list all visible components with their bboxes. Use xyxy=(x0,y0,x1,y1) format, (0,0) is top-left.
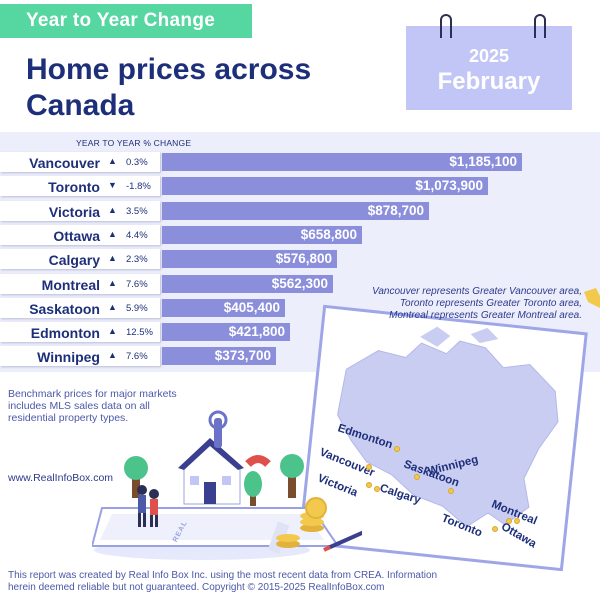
price-bar xyxy=(162,274,333,293)
bar-row: Ottawa ▲ 4.4% $658,800 xyxy=(0,224,600,245)
city-label: Edmonton xyxy=(30,325,100,342)
note-line: Montreal represents Greater Montreal are… xyxy=(389,310,582,321)
pct-change: 5.9% xyxy=(126,302,148,314)
price-bar xyxy=(162,298,285,317)
city-label: Ottawa xyxy=(53,227,100,244)
price-label: $405,400 xyxy=(223,299,280,315)
page-title: Home prices across Canada xyxy=(26,52,366,124)
bar-row: Calgary ▲ 2.3% $576,800 xyxy=(0,249,600,270)
pct-change: 7.6% xyxy=(126,351,148,363)
header-tag: Year to Year Change xyxy=(0,4,252,38)
price-label: $421,800 xyxy=(228,324,285,340)
triangle-up-icon: ▲ xyxy=(108,350,117,361)
city-label-box: Edmonton xyxy=(0,322,160,343)
bar-row: Toronto ▼ -1.8% $1,073,900 xyxy=(0,176,600,197)
column-header: YEAR TO YEAR % CHANGE xyxy=(76,138,192,148)
calendar-ring-icon xyxy=(440,14,452,38)
benchmark-note: Benchmark prices for major markets inclu… xyxy=(8,388,188,424)
triangle-up-icon: ▲ xyxy=(108,228,117,239)
bar-row: Saskatoon ▲ 5.9% $405,400 xyxy=(0,297,600,318)
city-dot-icon xyxy=(506,518,512,524)
city-dot-icon xyxy=(514,518,520,524)
title-line-2: Canada xyxy=(26,89,135,122)
pct-change: 2.3% xyxy=(126,254,148,266)
city-dot-icon xyxy=(374,486,380,492)
city-dot-icon xyxy=(448,488,454,494)
footer-line: This report was created by Real Info Box… xyxy=(8,570,438,581)
triangle-up-icon: ▲ xyxy=(108,253,117,264)
city-dot-icon xyxy=(366,482,372,488)
city-label-box: Vancouver xyxy=(0,152,160,172)
footer-line: herein deemed reliable but not guarantee… xyxy=(8,582,385,593)
city-label: Calgary xyxy=(48,252,100,269)
note-line: Vancouver represents Greater Vancouver a… xyxy=(372,286,582,297)
bar-row: Victoria ▲ 3.5% $878,700 xyxy=(0,200,600,221)
price-label: $878,700 xyxy=(367,202,424,218)
city-label-box: Victoria xyxy=(0,200,160,221)
price-bar xyxy=(162,201,429,220)
area-note: Vancouver represents Greater Vancouver a… xyxy=(330,286,582,322)
city-label: Winnipeg xyxy=(37,349,100,366)
city-label-box: Ottawa xyxy=(0,224,160,245)
pin-icon xyxy=(584,288,600,308)
triangle-up-icon: ▲ xyxy=(108,326,117,337)
footer-disclaimer: This report was created by Real Info Box… xyxy=(8,570,548,594)
note-line: Toronto represents Greater Toronto area, xyxy=(399,298,582,309)
triangle-up-icon: ▲ xyxy=(108,277,117,288)
city-label: Victoria xyxy=(48,203,100,220)
pct-change: 0.3% xyxy=(126,157,148,168)
price-label: $576,800 xyxy=(275,251,332,267)
price-label: $562,300 xyxy=(271,275,328,291)
triangle-up-icon: ▲ xyxy=(108,156,117,166)
bench-line: includes MLS sales data on all xyxy=(8,400,150,412)
bar-row: Vancouver ▲ 0.3% $1,185,100 xyxy=(0,152,600,172)
calendar-year: 2025 xyxy=(468,46,510,66)
calendar-ring-icon xyxy=(534,14,546,38)
city-label-box: Winnipeg xyxy=(0,346,160,367)
city-label-box: Saskatoon xyxy=(0,297,160,318)
pct-change: 12.5% xyxy=(126,327,153,339)
price-bar xyxy=(162,323,290,342)
price-bar xyxy=(162,225,362,244)
pct-change: 4.4% xyxy=(126,229,148,241)
bench-line: Benchmark prices for major markets xyxy=(8,388,177,400)
price-bar xyxy=(162,177,488,196)
calendar-badge: 2025 February xyxy=(406,14,572,110)
city-dot-icon xyxy=(366,464,372,470)
price-label: $373,700 xyxy=(214,348,271,364)
bar-row: Winnipeg ▲ 7.6% $373,700 xyxy=(0,346,600,367)
pct-change: 3.5% xyxy=(126,205,148,217)
website-link[interactable]: www.RealInfoBox.com xyxy=(8,472,114,484)
bar-row: Montreal ▲ 7.6% $562,300 xyxy=(0,273,600,294)
bar-row: Edmonton ▲ 12.5% $421,800 xyxy=(0,322,600,343)
price-bar xyxy=(162,153,522,171)
triangle-up-icon: ▲ xyxy=(108,301,117,312)
city-label: Saskatoon xyxy=(29,300,100,317)
price-label: $1,073,900 xyxy=(415,178,483,194)
pct-change: -1.8% xyxy=(126,181,151,193)
house-illustration xyxy=(92,410,362,560)
bench-line: residential property types. xyxy=(8,412,129,424)
canada-map-icon xyxy=(337,326,559,528)
city-label-box: Calgary xyxy=(0,249,160,270)
price-label: $1,185,100 xyxy=(449,154,517,169)
price-bar xyxy=(162,347,276,366)
price-bar xyxy=(162,250,337,269)
triangle-up-icon: ▲ xyxy=(108,204,117,215)
pct-change: 7.6% xyxy=(126,278,148,290)
city-label-box: Toronto xyxy=(0,176,160,197)
city-dot-icon xyxy=(492,526,498,532)
city-label: Vancouver xyxy=(29,155,100,171)
city-label: Montreal xyxy=(41,276,100,293)
triangle-down-icon: ▼ xyxy=(108,180,117,191)
city-dot-icon xyxy=(414,474,420,480)
price-label: $658,800 xyxy=(300,226,357,242)
city-label-box: Montreal xyxy=(0,273,160,294)
city-label: Toronto xyxy=(48,179,100,196)
city-dot-icon xyxy=(394,446,400,452)
title-line-1: Home prices across xyxy=(26,53,312,86)
calendar-month: February xyxy=(437,68,541,95)
